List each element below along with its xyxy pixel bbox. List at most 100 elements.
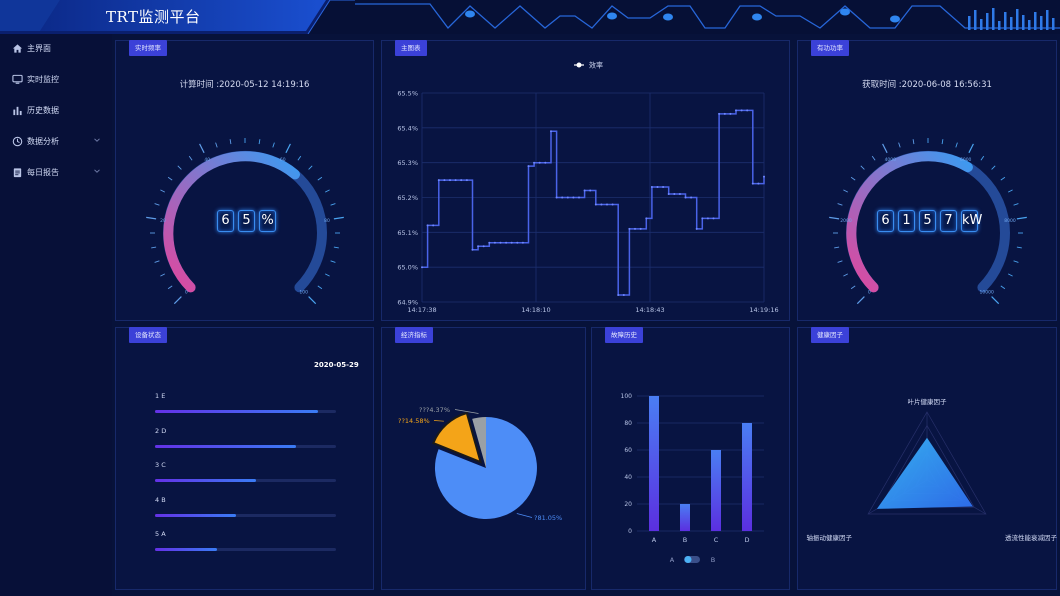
- data-point: [527, 165, 530, 168]
- gauge-tick: [1000, 176, 1006, 181]
- header-equalizer-bar: [974, 10, 977, 30]
- gauge-tick: [215, 142, 218, 148]
- data-point: [555, 196, 558, 199]
- title-plate-highlight: [40, 0, 326, 31]
- data-point: [572, 196, 575, 199]
- data-point: [578, 196, 580, 199]
- bar: [680, 504, 690, 531]
- y-tick-label: 0: [628, 528, 632, 535]
- header-node-dot: [465, 10, 475, 18]
- header-equalizer-bar: [1016, 9, 1019, 30]
- gauge-tick: [324, 189, 330, 193]
- data-point: [656, 186, 659, 188]
- y-tick-label: 65.5%: [397, 90, 418, 98]
- gauge-tick-label: 0: [868, 290, 871, 296]
- app-title: TRT监测平台: [106, 8, 201, 26]
- gauge-tick: [308, 165, 313, 170]
- status-bar-track: [155, 479, 336, 482]
- gauge-tick: [154, 260, 160, 263]
- active-power-gauge: 0 2000 4000 6000 8000 10000: [829, 138, 1027, 305]
- data-point: [465, 179, 468, 182]
- sidebar-item-daily-report[interactable]: 每日报告: [0, 162, 112, 184]
- status-date: 2020-05-29: [314, 361, 359, 369]
- radar-grid-ring: [867, 411, 987, 515]
- sidebar-item-history[interactable]: 历史数据: [0, 100, 112, 122]
- gauge-value-arc: [846, 151, 973, 293]
- data-point: [454, 179, 457, 182]
- gauge-tick: [177, 165, 182, 170]
- gauge-tick: [199, 143, 205, 154]
- gauge-tick: [330, 260, 336, 263]
- legend-label: B: [711, 556, 715, 564]
- header-decoration: [0, 0, 1060, 34]
- status-bar-fill: [155, 513, 237, 517]
- header-node-dot: [890, 15, 900, 23]
- panel-main-chart: 64.9% 65.0% 65.1% 65.2% 65.3% 65.4% 65.5% 14:17…: [381, 40, 790, 321]
- data-point: [617, 294, 620, 296]
- data-point: [589, 189, 592, 192]
- data-point: [706, 217, 709, 220]
- sidebar-item-home[interactable]: 主界面: [0, 38, 112, 60]
- gauge-tick: [837, 260, 843, 263]
- data-point: [460, 179, 463, 182]
- bar: [711, 450, 721, 531]
- gauge-tick: [843, 273, 849, 277]
- gauge-tick: [871, 155, 876, 161]
- header-equalizer-bar: [1028, 20, 1031, 30]
- data-point: [437, 179, 440, 182]
- panel-tag: 故障历史: [605, 327, 643, 343]
- data-point: [718, 112, 721, 115]
- panel-realtime-efficiency: 0 20 40 60 80 100 实时频率 计算时间 :2020-05-12 14:19…: [115, 40, 374, 321]
- pie-slice: [472, 417, 486, 468]
- gauge-tick: [991, 296, 1000, 305]
- status-bar-track: [155, 410, 336, 413]
- sidebar-item-realtime[interactable]: 实时监控: [0, 69, 112, 91]
- data-point: [740, 109, 743, 112]
- y-tick-label: 65.2%: [397, 194, 418, 202]
- gauge-tick: [188, 155, 193, 161]
- panel-tag: 经济指标: [395, 327, 433, 343]
- panel-fault-history: 0 20 40 60 80 100 A B C D A B 故障历史: [591, 327, 790, 590]
- data-point: [432, 224, 435, 227]
- gauge-tick-label: 8000: [1004, 218, 1016, 224]
- header-equalizer-bar: [1022, 15, 1025, 30]
- digit-box: 6: [877, 210, 894, 232]
- gauge-tick: [1016, 246, 1022, 249]
- monitor-icon: [12, 74, 23, 84]
- gauge-tick: [860, 165, 865, 170]
- gauge-tick: [850, 176, 856, 181]
- data-point: [426, 224, 429, 227]
- digit-box: 6: [217, 210, 234, 232]
- gauge-tick: [146, 216, 157, 220]
- gauge-tick: [850, 285, 856, 290]
- status-bar-fill: [155, 410, 318, 413]
- banner-edge-line: [307, 0, 355, 34]
- panel-health-factor: 叶片健康因子 透流性能衰减因子 轴振动健康因子 健康因子: [797, 327, 1058, 590]
- data-point: [516, 241, 519, 244]
- gauge-tick: [898, 142, 901, 148]
- gauge-tick: [308, 296, 317, 305]
- y-tick-label: 65.4%: [397, 124, 418, 132]
- digit-box: 5: [919, 210, 936, 232]
- gauge-tick: [160, 273, 166, 277]
- data-point: [449, 179, 451, 182]
- gauge-tick: [1013, 260, 1019, 263]
- pie-slice-label: ?81.05%: [534, 514, 562, 522]
- gauge-tick-label: 80: [324, 218, 330, 224]
- data-point: [544, 161, 547, 164]
- pie-slice-label: ??14.58%: [398, 417, 430, 425]
- data-point: [667, 193, 670, 195]
- gauge-tick: [856, 296, 865, 305]
- y-tick-label: 20: [624, 501, 632, 508]
- calc-time-label: 计算时间 :2020-05-12 14:19:16: [179, 80, 310, 90]
- sidebar-item-analysis[interactable]: 数据分析: [0, 131, 112, 153]
- radar-indicator-label: 轴振动健康因子: [807, 533, 853, 542]
- status-item-label: 5 A: [155, 530, 166, 538]
- header-equalizer-bar: [980, 19, 983, 30]
- efficiency-gauge: 0 20 40 60 80 100: [146, 138, 344, 305]
- y-tick-label: 60: [624, 447, 632, 454]
- gauge-tick: [167, 176, 173, 181]
- panel-tag: 主图表: [395, 40, 427, 56]
- x-tick-label: C: [714, 536, 719, 544]
- sidebar-item-label: 数据分析: [27, 137, 59, 146]
